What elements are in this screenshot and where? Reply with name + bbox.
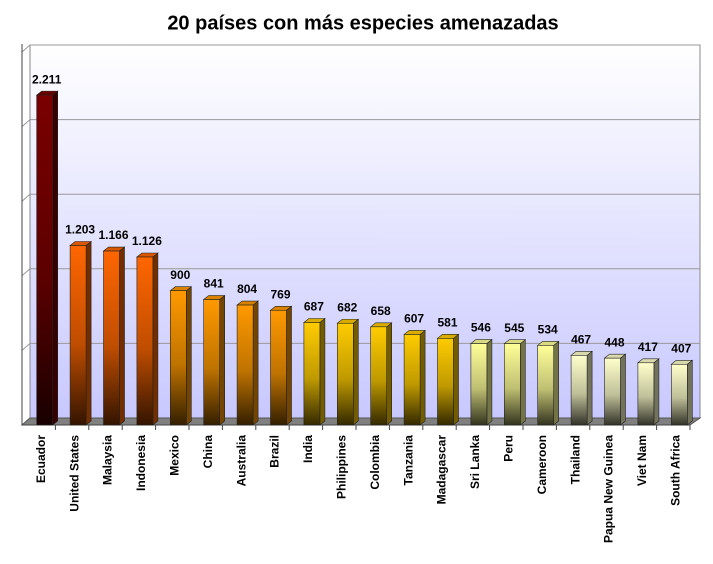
bar bbox=[103, 250, 120, 426]
bar bbox=[370, 326, 388, 426]
value-label: 2.211 bbox=[32, 72, 62, 86]
value-label: 607 bbox=[404, 312, 424, 326]
value-label: 682 bbox=[337, 300, 357, 314]
value-label: 581 bbox=[437, 315, 457, 329]
x-tick-label: Mexico bbox=[167, 435, 181, 476]
bar-side bbox=[152, 252, 159, 426]
chart-title: 20 países con más especies amenazadas bbox=[167, 12, 558, 34]
grid-line bbox=[21, 44, 700, 53]
bar bbox=[136, 256, 154, 426]
bar bbox=[303, 322, 321, 426]
grid-line bbox=[21, 119, 700, 127]
bar-side bbox=[252, 300, 259, 426]
bar bbox=[670, 363, 688, 426]
value-label: 900 bbox=[170, 268, 190, 282]
x-tick-label: Tanzania bbox=[401, 435, 415, 486]
bar-side bbox=[85, 240, 92, 426]
bar-side bbox=[319, 317, 326, 426]
x-tick-label: Papua New Guinea bbox=[602, 435, 616, 543]
bar bbox=[336, 322, 354, 426]
x-tick-label: United States bbox=[67, 435, 81, 512]
value-label: 448 bbox=[604, 335, 624, 349]
bar-side bbox=[286, 305, 292, 426]
value-label: 407 bbox=[671, 341, 691, 355]
x-tick-label: Malaysia bbox=[101, 435, 115, 485]
grid-line bbox=[21, 268, 700, 277]
value-label: 804 bbox=[237, 282, 257, 296]
bar-side bbox=[52, 90, 59, 426]
value-label: 1.126 bbox=[132, 234, 162, 248]
bar bbox=[236, 304, 254, 426]
bar-side bbox=[219, 294, 225, 426]
x-tick-label: Cameroon bbox=[535, 435, 549, 494]
x-tick-label: Indonesia bbox=[134, 435, 148, 491]
x-tick-label: Thailand bbox=[568, 435, 582, 484]
bar bbox=[170, 290, 187, 426]
value-label: 658 bbox=[371, 304, 391, 318]
bar bbox=[403, 334, 421, 426]
x-tick-label: China bbox=[201, 435, 215, 469]
bar-side bbox=[553, 340, 560, 426]
x-tick-label: Australia bbox=[234, 435, 248, 487]
value-label: 534 bbox=[538, 322, 558, 336]
bar bbox=[36, 94, 54, 426]
bar bbox=[570, 355, 588, 426]
x-tick-label: South Africa bbox=[668, 435, 682, 506]
bar bbox=[270, 309, 287, 426]
bar bbox=[470, 343, 488, 426]
bar bbox=[604, 357, 621, 426]
value-label: 1.203 bbox=[65, 223, 95, 237]
x-tick-label: Peru bbox=[501, 435, 515, 462]
x-tick-label: Madagascar bbox=[435, 435, 449, 505]
bar-side bbox=[686, 359, 693, 426]
bar-side bbox=[119, 246, 125, 426]
bar-side bbox=[486, 338, 493, 426]
x-tick-label: Ecuador bbox=[34, 435, 48, 483]
bar-side bbox=[386, 322, 393, 426]
bar-side bbox=[352, 318, 359, 426]
value-label: 1.166 bbox=[98, 228, 128, 242]
x-tick-label: Brazil bbox=[268, 435, 282, 468]
bar-side bbox=[419, 329, 426, 426]
x-tick-label: Sri Lanka bbox=[468, 435, 482, 489]
bar bbox=[203, 299, 220, 426]
back-wall bbox=[29, 44, 701, 419]
value-label: 769 bbox=[270, 287, 290, 301]
value-label: 687 bbox=[304, 300, 324, 314]
value-label: 467 bbox=[571, 332, 591, 346]
bar bbox=[537, 345, 555, 426]
bar-side bbox=[186, 286, 192, 426]
bar bbox=[437, 338, 454, 426]
bar-side bbox=[453, 333, 459, 426]
value-label: 545 bbox=[504, 321, 524, 335]
bar bbox=[503, 343, 521, 426]
x-tick-label: India bbox=[301, 435, 315, 463]
bar-side bbox=[653, 358, 660, 426]
x-tick-label: Colombia bbox=[368, 435, 382, 490]
x-tick-label: Viet Nam bbox=[635, 435, 649, 486]
value-label: 841 bbox=[204, 277, 224, 291]
bar bbox=[637, 362, 655, 426]
value-label: 417 bbox=[638, 340, 658, 354]
bar bbox=[69, 245, 87, 426]
bar-side bbox=[586, 350, 593, 426]
bar-side bbox=[620, 353, 626, 426]
value-label: 546 bbox=[471, 321, 491, 335]
grid-line bbox=[21, 193, 700, 202]
bar-side bbox=[519, 339, 526, 426]
x-tick-label: Philippines bbox=[334, 435, 348, 499]
